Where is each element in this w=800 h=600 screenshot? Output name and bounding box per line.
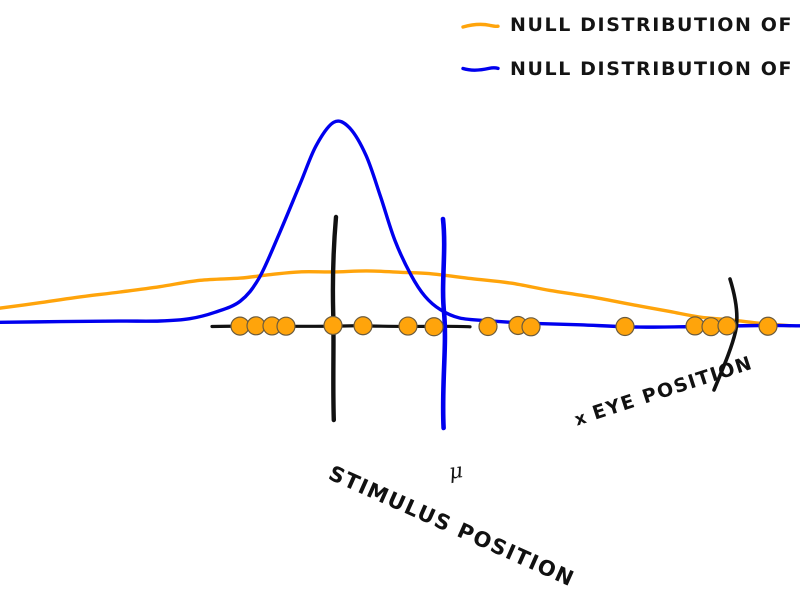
null-distribution-x-path	[0, 269, 793, 328]
data-point-dot	[615, 316, 635, 337]
data-point-dot	[323, 315, 343, 336]
data-point-dot	[478, 316, 498, 337]
legend-swatch-orange-icon	[461, 22, 500, 29]
data-point-dot	[424, 317, 444, 337]
legend-label-x-text: NULL DISTRIBUTION OF	[510, 14, 794, 36]
legend-swatch-blue-icon	[461, 66, 500, 72]
data-point-dots	[230, 315, 778, 337]
mu-position-line	[440, 216, 448, 431]
stimulus-position-line	[330, 214, 339, 423]
null-distribution-t-path	[0, 119, 800, 329]
null-distribution-t-curve	[0, 119, 800, 329]
data-point-dot	[758, 316, 778, 336]
legend-entry-null-distribution-t: NULL DISTRIBUTION OF t	[510, 56, 800, 80]
null-distribution-x-curve	[0, 269, 793, 328]
legend-entry-null-distribution-x: NULL DISTRIBUTION OF x	[510, 14, 800, 36]
data-point-dot	[276, 316, 296, 336]
eye-position-tick	[712, 277, 739, 392]
legend-label-t-text: NULL DISTRIBUTION OF	[510, 58, 794, 80]
data-point-dot	[353, 316, 373, 336]
data-point-dot	[717, 316, 737, 336]
data-point-dot	[398, 316, 418, 336]
data-point-dot	[521, 317, 541, 337]
